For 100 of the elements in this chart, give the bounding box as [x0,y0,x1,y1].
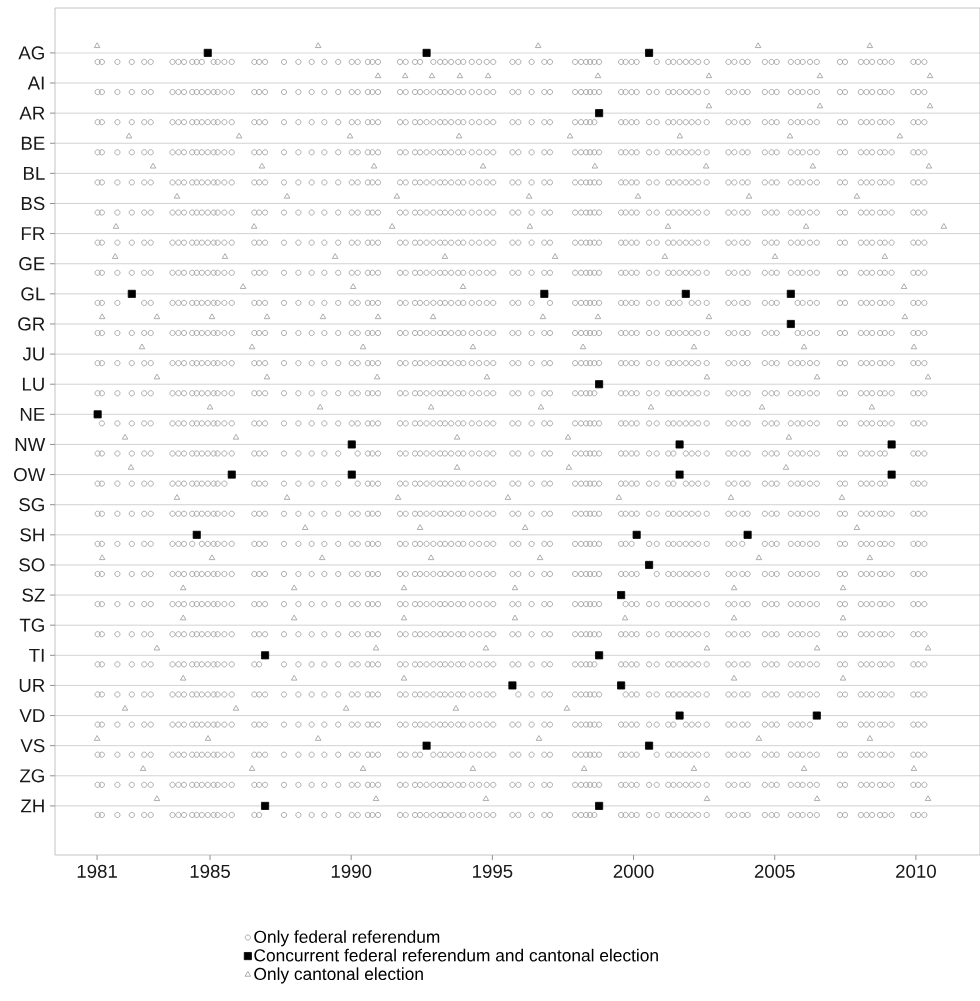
point [695,540,702,547]
point [682,390,689,397]
point [622,149,629,156]
point [412,540,419,547]
point [633,239,640,246]
point [348,540,355,547]
point [578,58,585,65]
point [141,89,148,96]
point [646,239,653,246]
point [455,781,462,788]
point [842,119,849,126]
point [676,119,683,126]
point [460,119,467,126]
point [888,510,895,517]
point [397,89,404,96]
point [476,390,483,397]
point [739,811,746,818]
point [251,269,258,276]
point [198,601,205,608]
point [744,781,751,788]
point [348,119,355,126]
point [881,58,888,65]
point [572,89,579,96]
point [364,209,371,216]
point [354,360,361,367]
point [321,510,328,517]
point [308,450,315,457]
point [189,751,196,758]
point [921,510,928,517]
point [646,601,653,608]
point [98,480,105,487]
point [665,480,672,487]
point [836,661,843,668]
point [490,450,497,457]
point [618,480,625,487]
point [430,149,437,156]
point [335,721,342,728]
point [787,89,794,96]
point [98,239,105,246]
point [402,209,409,216]
point [794,631,801,638]
point [541,209,548,216]
point [881,781,888,788]
point [688,330,695,337]
point [546,540,553,547]
point [251,721,258,728]
point [210,239,217,246]
point [572,781,579,788]
point [583,179,590,186]
point [761,631,768,638]
point [670,239,677,246]
point [807,691,814,698]
point [676,631,683,638]
point [628,209,635,216]
point [653,480,660,487]
point [412,751,419,758]
point [863,299,870,306]
point [682,119,689,126]
point [256,58,263,65]
point [881,450,888,457]
point [670,58,677,65]
point [670,781,677,788]
point [397,239,404,246]
point [618,330,625,337]
point [787,209,794,216]
point [921,239,928,246]
point [744,721,751,728]
point [744,510,751,517]
point [744,661,751,668]
point [725,540,732,547]
point [622,299,629,306]
point [128,89,135,96]
point [813,781,820,788]
point [321,721,328,728]
point [448,450,455,457]
point [515,661,522,668]
point [251,570,258,577]
point [888,781,895,788]
point [280,811,287,818]
point [842,58,849,65]
point [448,58,455,65]
point [210,420,217,427]
point [578,209,585,216]
point [869,751,876,758]
point [490,239,497,246]
point [807,781,814,788]
point [147,330,154,337]
point [369,420,376,427]
point [628,269,635,276]
point [725,89,732,96]
point [725,661,732,668]
point [587,119,594,126]
point [280,239,287,246]
point [591,58,598,65]
point [423,390,430,397]
point [210,58,217,65]
point [181,661,188,668]
point [739,299,746,306]
point [364,360,371,367]
point [528,119,535,126]
